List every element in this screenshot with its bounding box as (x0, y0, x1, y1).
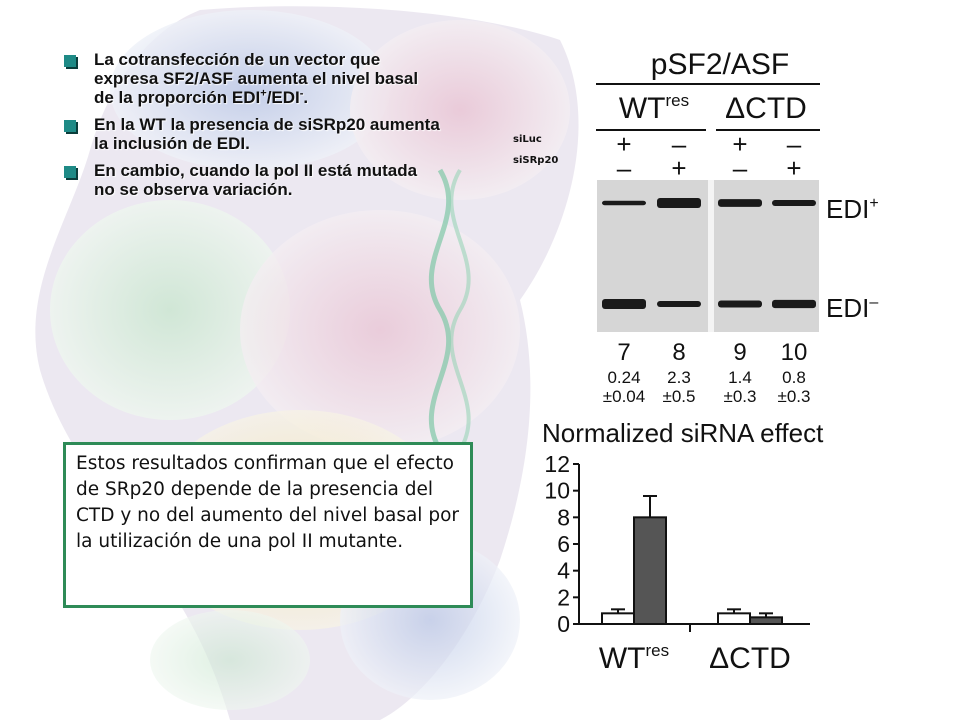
conclusion-box: Estos resultados confirman que el efecto… (63, 442, 473, 608)
sign-row2-lane-3: – (733, 153, 748, 183)
band-label-edi-plus: EDI+ (826, 194, 879, 224)
category-label-main: ΔCTD (709, 642, 791, 675)
sign-row-sisrp20: – + – + (617, 153, 802, 183)
band-edi-minus-lane-2 (657, 300, 701, 308)
sisrp20-label: siSRp20 (513, 155, 559, 166)
bullet-text-mid: /EDI (266, 88, 300, 107)
ratios-lane-3: 1.4 (728, 368, 752, 387)
bullet-text-end: . (303, 88, 309, 107)
bullet-item-mutant: En cambio, cuando la pol II está mutada … (60, 161, 440, 199)
chart-bars (601, 495, 783, 626)
ratio-values: 0.24 2.3 1.4 0.8 (607, 368, 805, 387)
gel-divider (708, 180, 714, 332)
bullet-list: La cotransfección de un vector que expre… (60, 50, 440, 207)
ratios-lane-2: 2.3 (667, 368, 691, 387)
superscript-minus: - (299, 87, 304, 100)
gel-group-wt: WTres (619, 91, 689, 125)
ratios-lane-1: 0.24 (607, 368, 640, 387)
errors-lane-1: ±0.04 (603, 387, 645, 406)
y-tick-label-0: 0 (557, 611, 570, 637)
gel-group-wt-sup: res (666, 91, 690, 110)
band-edi-plus-lane-1 (602, 200, 646, 206)
conclusion-text: Estos resultados confirman que el efecto… (76, 453, 459, 552)
band-edi-plus-lane-2 (657, 198, 701, 208)
bullet-text: En la WT la presencia de siSRp20 aumenta… (94, 115, 440, 153)
gel-bands (602, 198, 816, 309)
sign-row1-lane-3: + (732, 129, 747, 159)
chart-category-labels: WTres ΔCTD (599, 641, 791, 675)
band-label-edi-minus-sup: – (869, 294, 878, 311)
y-tick-label-4: 4 (557, 558, 570, 584)
lanes-lane-3: 9 (733, 339, 746, 366)
y-tick-label-12: 12 (544, 451, 570, 477)
bullet-marker (64, 166, 76, 178)
ratio-errors: ±0.04 ±0.5 ±0.3 ±0.3 (603, 387, 811, 406)
figure-panel: pSF2/ASF WTres ΔCTD + – + – – + – + EDI+ EDI– … (542, 48, 879, 675)
band-edi-minus-lane-4 (772, 299, 816, 309)
errors-lane-4: ±0.3 (778, 387, 811, 406)
band-edi-plus-lane-3 (718, 199, 762, 207)
ratios-lane-4: 0.8 (782, 368, 806, 387)
lanes-lane-4: 10 (781, 339, 808, 366)
gel-title: pSF2/ASF (651, 48, 789, 81)
band-label-edi-minus-main: EDI (826, 293, 869, 323)
y-tick-label-10: 10 (544, 478, 570, 504)
y-tick-label-6: 6 (557, 531, 570, 557)
sign-row2-lane-4: + (786, 153, 801, 183)
category-label-sup: res (646, 641, 670, 660)
errors-lane-3: ±0.3 (724, 387, 757, 406)
band-label-edi-minus: EDI– (826, 293, 878, 323)
bar-series2-cat2 (749, 616, 783, 625)
bar-series2-cat1 (633, 516, 667, 626)
lanes-lane-1: 7 (617, 339, 630, 366)
sign-row1-lane-4: – (787, 129, 802, 159)
sign-row-siluc: + – + – (616, 129, 801, 159)
gel-group-wt-main: WT (619, 92, 666, 125)
bullet-item-sf2: La cotransfección de un vector que expre… (60, 50, 440, 107)
band-edi-minus-lane-1 (602, 299, 646, 309)
bar-series1-cat2 (717, 612, 751, 625)
lanes-lane-2: 8 (672, 339, 685, 366)
category-label-main: WT (599, 642, 646, 675)
sign-row2-lane-2: + (671, 153, 686, 183)
band-label-edi-plus-sup: + (869, 195, 878, 212)
sign-row1-lane-1: + (616, 129, 631, 159)
bar-series1-cat1 (601, 612, 635, 625)
sign-row2-lane-1: – (617, 153, 632, 183)
bullet-text: La cotransfección de un vector que expre… (94, 50, 419, 107)
bullet-marker (64, 55, 76, 67)
band-label-edi-plus-main: EDI (826, 194, 869, 224)
lane-numbers: 7 8 9 10 (617, 339, 807, 366)
gel-group-dctd-main: ΔCTD (725, 92, 807, 125)
gel-group-dctd: ΔCTD (725, 92, 807, 125)
y-tick-label-2: 2 (557, 584, 570, 610)
bullet-marker (64, 120, 76, 132)
y-tick-label-8: 8 (557, 504, 570, 530)
band-edi-minus-lane-3 (718, 300, 762, 308)
category-label-2: ΔCTD (709, 642, 791, 675)
bullet-item-wt: En la WT la presencia de siSRp20 aumenta… (60, 115, 440, 153)
siluc-label: siLuc (513, 134, 542, 145)
sign-row1-lane-2: – (672, 129, 687, 159)
band-edi-plus-lane-4 (772, 199, 816, 207)
superscript-plus: + (260, 87, 267, 100)
errors-lane-2: ±0.5 (663, 387, 696, 406)
bullet-text: En cambio, cuando la pol II está mutada … (94, 161, 418, 199)
category-label-1: WTres (599, 641, 669, 675)
chart-title: Normalized siRNA effect (542, 418, 824, 448)
